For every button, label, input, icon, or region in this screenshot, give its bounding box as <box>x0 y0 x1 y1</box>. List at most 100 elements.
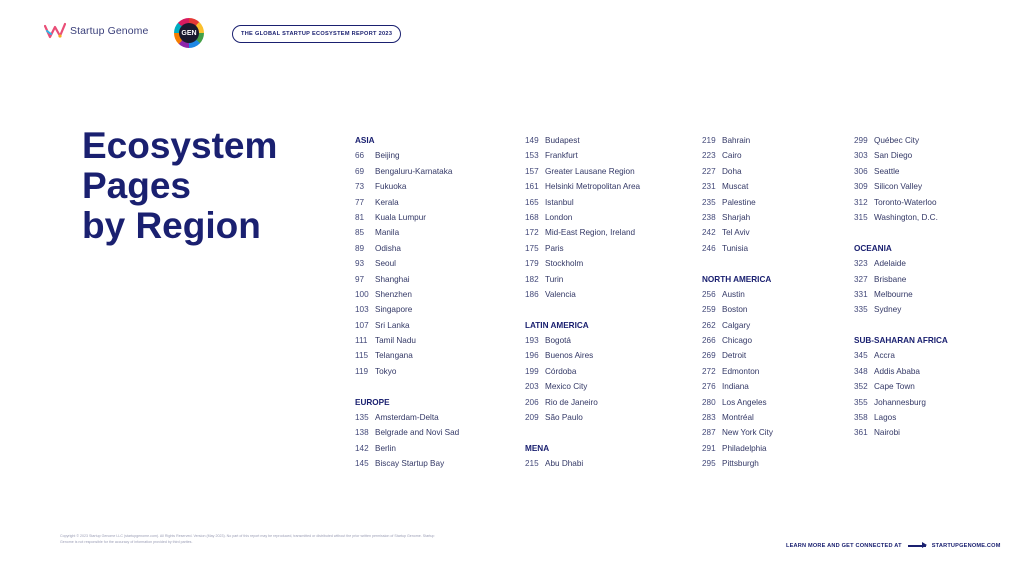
ecosystem-entry[interactable]: 291 Philadelphia <box>702 441 872 456</box>
ecosystem-entry[interactable]: 223 Cairo <box>702 148 872 163</box>
ecosystem-entry[interactable]: 335 Sydney <box>854 302 1024 317</box>
ecosystem-entry[interactable]: 165 Istanbul <box>525 195 695 210</box>
ecosystem-entry[interactable]: 259 Boston <box>702 302 872 317</box>
ecosystem-entry[interactable]: 266 Chicago <box>702 333 872 348</box>
ecosystem-entry[interactable]: 345 Accra <box>854 348 1024 363</box>
ecosystem-entry[interactable]: 69 Bengaluru-Karnataka <box>355 164 525 179</box>
page-number: 182 <box>525 274 539 284</box>
ecosystem-entry[interactable]: 97 Shanghai <box>355 272 525 287</box>
ecosystem-entry[interactable]: 327 Brisbane <box>854 272 1024 287</box>
ecosystem-entry[interactable]: 299 Québec City <box>854 133 1024 148</box>
ecosystem-entry[interactable]: 142 Berlin <box>355 441 525 456</box>
ecosystem-entry[interactable]: 100 Shenzhen <box>355 287 525 302</box>
ecosystem-entry[interactable]: 312 Toronto-Waterloo <box>854 195 1024 210</box>
ecosystem-entry[interactable]: 193 Bogotá <box>525 333 695 348</box>
ecosystem-name: Brisbane <box>874 274 907 284</box>
ecosystem-name: Seattle <box>874 166 900 176</box>
ecosystem-entry[interactable]: 172 Mid-East Region, Ireland <box>525 225 695 240</box>
page-number: 269 <box>702 351 716 361</box>
ecosystem-entry[interactable]: 331 Melbourne <box>854 287 1024 302</box>
ecosystem-entry[interactable]: 303 San Diego <box>854 148 1024 163</box>
ecosystem-entry[interactable]: 135 Amsterdam-Delta <box>355 410 525 425</box>
ecosystem-entry[interactable]: 186 Valencia <box>525 287 695 302</box>
ecosystem-entry[interactable]: 238 Sharjah <box>702 210 872 225</box>
ecosystem-entry[interactable]: 283 Montréal <box>702 410 872 425</box>
ecosystem-entry[interactable]: 219 Bahrain <box>702 133 872 148</box>
ecosystem-entry[interactable]: 358 Lagos <box>854 410 1024 425</box>
ecosystem-entry[interactable]: 206 Rio de Janeiro <box>525 395 695 410</box>
startup-genome-logo-icon <box>44 22 66 39</box>
section-spacer <box>702 256 872 271</box>
ecosystem-entry[interactable]: 103 Singapore <box>355 302 525 317</box>
ecosystem-entry[interactable]: 355 Johannesburg <box>854 395 1024 410</box>
ecosystem-entry[interactable]: 272 Edmonton <box>702 364 872 379</box>
page-number: 345 <box>854 351 868 361</box>
ecosystem-name: Tokyo <box>375 366 397 376</box>
ecosystem-entry[interactable]: 309 Silicon Valley <box>854 179 1024 194</box>
region-heading: ASIA <box>355 136 375 145</box>
ecosystem-entry[interactable]: 182 Turin <box>525 272 695 287</box>
ecosystem-name: Tel Aviv <box>722 228 750 238</box>
copyright-notice: Copyright © 2023 Startup Genome LLC (sta… <box>60 534 435 545</box>
ecosystem-entry[interactable]: 276 Indiana <box>702 379 872 394</box>
page-number: 235 <box>702 197 716 207</box>
ecosystem-entry[interactable]: 352 Cape Town <box>854 379 1024 394</box>
ecosystem-entry[interactable]: 315 Washington, D.C. <box>854 210 1024 225</box>
ecosystem-entry[interactable]: 175 Paris <box>525 241 695 256</box>
ecosystem-name: Bengaluru-Karnataka <box>375 166 453 176</box>
ecosystem-entry[interactable]: 196 Buenos Aires <box>525 348 695 363</box>
ecosystem-entry[interactable]: 85 Manila <box>355 225 525 240</box>
learn-more-link[interactable]: LEARN MORE AND GET CONNECTED AT STARTUPG… <box>786 541 1001 549</box>
ecosystem-entry[interactable]: 115 Telangana <box>355 348 525 363</box>
ecosystem-entry[interactable]: 246 Tunisia <box>702 241 872 256</box>
ecosystem-entry[interactable]: 235 Palestine <box>702 195 872 210</box>
ecosystem-entry[interactable]: 269 Detroit <box>702 348 872 363</box>
region-column-4: 299 Québec City 303 San Diego 306 Seattle 309 S… <box>854 133 1024 441</box>
ecosystem-entry[interactable]: 262 Calgary <box>702 318 872 333</box>
ecosystem-entry[interactable]: 153 Frankfurt <box>525 148 695 163</box>
ecosystem-entry[interactable]: 361 Nairobi <box>854 425 1024 440</box>
ecosystem-entry[interactable]: 295 Pittsburgh <box>702 456 872 471</box>
ecosystem-entry[interactable]: 231 Muscat <box>702 179 872 194</box>
ecosystem-entry[interactable]: 145 Biscay Startup Bay <box>355 456 525 471</box>
ecosystem-entry[interactable]: 119 Tokyo <box>355 364 525 379</box>
ecosystem-entry[interactable]: 93 Seoul <box>355 256 525 271</box>
ecosystem-entry[interactable]: 199 Córdoba <box>525 364 695 379</box>
page-number: 272 <box>702 366 716 376</box>
ecosystem-entry[interactable]: 242 Tel Aviv <box>702 225 872 240</box>
ecosystem-entry[interactable]: 306 Seattle <box>854 164 1024 179</box>
ecosystem-entry[interactable]: 209 São Paulo <box>525 410 695 425</box>
ecosystem-entry[interactable]: 287 New York City <box>702 425 872 440</box>
ecosystem-entry[interactable]: 227 Doha <box>702 164 872 179</box>
page-number: 186 <box>525 289 539 299</box>
page-number: 97 <box>355 274 365 284</box>
startup-genome-logo[interactable]: Startup Genome <box>44 22 148 40</box>
section-spacer <box>854 318 1024 333</box>
ecosystem-entry[interactable]: 348 Addis Ababa <box>854 364 1024 379</box>
ecosystem-entry[interactable]: 111 Tamil Nadu <box>355 333 525 348</box>
ecosystem-name: San Diego <box>874 151 913 161</box>
ecosystem-entry[interactable]: 280 Los Angeles <box>702 395 872 410</box>
ecosystem-entry[interactable]: 149 Budapest <box>525 133 695 148</box>
ecosystem-entry[interactable]: 66 Beijing <box>355 148 525 163</box>
ecosystem-entry[interactable]: 215 Abu Dhabi <box>525 456 695 471</box>
ecosystem-entry[interactable]: 168 London <box>525 210 695 225</box>
page-title-line: Pages <box>82 165 192 206</box>
ecosystem-entry[interactable]: 107 Sri Lanka <box>355 318 525 333</box>
ecosystem-entry[interactable]: 256 Austin <box>702 287 872 302</box>
ecosystem-entry[interactable]: 157 Greater Lausane Region <box>525 164 695 179</box>
ecosystem-name: Greater Lausane Region <box>545 166 635 176</box>
ecosystem-entry[interactable]: 81 Kuala Lumpur <box>355 210 525 225</box>
ecosystem-entry[interactable]: 323 Adelaide <box>854 256 1024 271</box>
ecosystem-entry[interactable]: 179 Stockholm <box>525 256 695 271</box>
page-number: 276 <box>702 382 716 392</box>
ecosystem-entry[interactable]: 203 Mexico City <box>525 379 695 394</box>
ecosystem-name: Indiana <box>722 382 749 392</box>
ecosystem-entry[interactable]: 77 Kerala <box>355 195 525 210</box>
ecosystem-entry[interactable]: 161 Helsinki Metropolitan Area <box>525 179 695 194</box>
page-number: 73 <box>355 182 365 192</box>
ecosystem-entry[interactable]: 89 Odisha <box>355 241 525 256</box>
ecosystem-entry[interactable]: 73 Fukuoka <box>355 179 525 194</box>
ecosystem-entry[interactable]: 138 Belgrade and Novi Sad <box>355 425 525 440</box>
ecosystem-name: Fukuoka <box>375 182 407 192</box>
